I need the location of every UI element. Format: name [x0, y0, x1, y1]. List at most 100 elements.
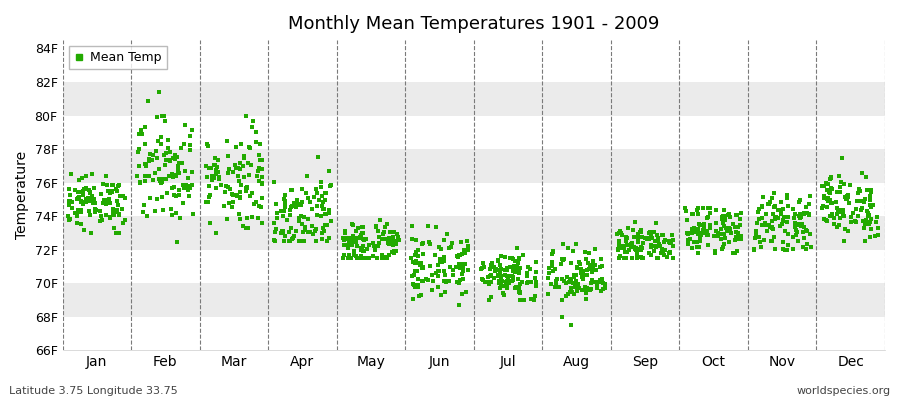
Point — [319, 211, 333, 217]
Point — [728, 212, 742, 218]
Point — [345, 221, 359, 228]
Point — [63, 198, 77, 204]
Point — [176, 141, 191, 147]
Point — [130, 173, 144, 179]
Point — [63, 216, 77, 222]
Point — [765, 195, 779, 201]
Point — [184, 182, 199, 188]
Point — [631, 235, 645, 241]
Point — [250, 167, 265, 174]
Point — [625, 255, 639, 261]
Point — [232, 160, 247, 167]
Point — [93, 217, 107, 224]
Point — [654, 232, 669, 238]
Point — [382, 252, 397, 258]
Point — [791, 199, 806, 205]
Point — [110, 188, 124, 194]
Point — [843, 214, 858, 220]
Point — [528, 293, 543, 300]
Point — [406, 296, 420, 302]
Point — [824, 174, 839, 180]
Point — [820, 186, 834, 193]
Point — [252, 165, 266, 171]
Point — [202, 165, 216, 172]
Point — [139, 161, 153, 168]
Point — [618, 234, 633, 240]
Point — [868, 233, 882, 240]
Point — [354, 245, 368, 251]
Point — [588, 279, 602, 286]
Point — [291, 201, 305, 208]
Point — [541, 274, 555, 281]
Point — [74, 208, 88, 215]
Point — [488, 268, 502, 274]
Point — [94, 217, 109, 223]
Point — [226, 198, 240, 205]
Point — [708, 248, 723, 255]
Point — [630, 252, 644, 258]
Point — [708, 220, 723, 226]
Point — [230, 165, 245, 172]
Point — [482, 281, 497, 288]
Point — [86, 185, 101, 192]
Point — [405, 236, 419, 242]
Point — [512, 290, 526, 296]
Point — [634, 227, 649, 233]
Point — [690, 231, 705, 237]
Point — [610, 246, 625, 252]
Point — [499, 279, 513, 285]
Point — [62, 202, 77, 209]
Point — [172, 187, 186, 193]
Point — [831, 208, 845, 215]
Point — [851, 190, 866, 196]
Point — [292, 201, 306, 207]
Point — [234, 182, 248, 188]
Point — [368, 247, 382, 254]
Point — [595, 275, 609, 282]
Point — [387, 250, 401, 257]
Point — [181, 186, 195, 193]
Point — [716, 206, 731, 213]
Point — [453, 252, 467, 258]
Point — [412, 293, 427, 300]
Point — [858, 220, 872, 227]
Point — [541, 291, 555, 297]
Point — [309, 186, 323, 192]
Point — [520, 273, 535, 280]
Point — [100, 182, 114, 188]
Point — [105, 182, 120, 188]
Point — [505, 278, 519, 284]
Point — [545, 250, 560, 257]
Point — [409, 237, 423, 243]
Point — [726, 220, 741, 227]
Point — [255, 220, 269, 227]
Point — [274, 230, 288, 236]
Point — [585, 264, 599, 270]
Point — [755, 202, 770, 209]
Point — [408, 268, 422, 274]
Point — [581, 266, 596, 272]
Bar — [62, 216, 885, 250]
Point — [781, 214, 796, 220]
Point — [103, 215, 117, 221]
Point — [169, 192, 184, 199]
Point — [791, 212, 806, 219]
Point — [730, 212, 744, 218]
Point — [202, 199, 216, 205]
Point — [167, 172, 182, 178]
Point — [221, 170, 236, 176]
Point — [722, 211, 736, 218]
Point — [155, 179, 169, 186]
Point — [796, 234, 811, 241]
Point — [644, 233, 658, 239]
Point — [88, 206, 103, 213]
Point — [302, 229, 317, 235]
Point — [337, 236, 351, 243]
Point — [780, 230, 795, 237]
Point — [211, 163, 225, 170]
Point — [584, 262, 598, 268]
Point — [251, 215, 266, 222]
Point — [842, 228, 856, 234]
Point — [686, 211, 700, 217]
Point — [358, 255, 373, 261]
